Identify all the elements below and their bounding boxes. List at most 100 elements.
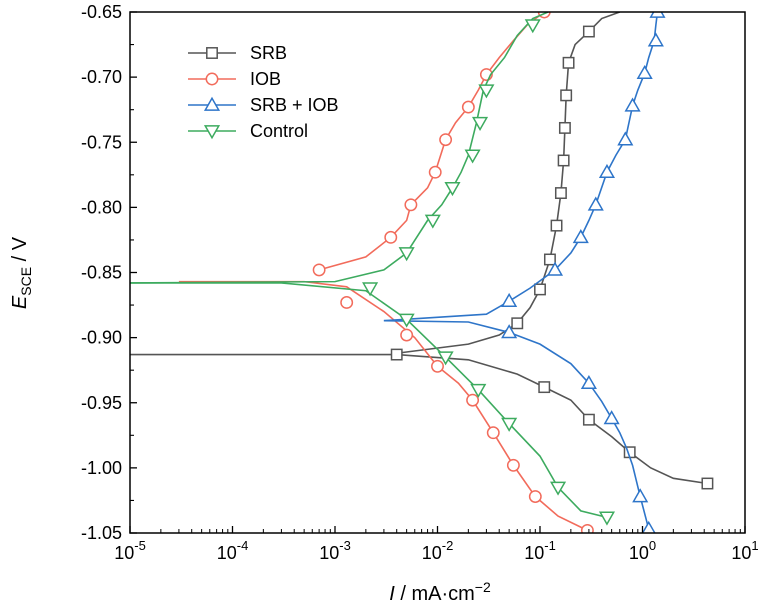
- plot-frame: [129, 11, 746, 534]
- square-marker: [557, 154, 570, 167]
- triangle-up-marker: [603, 410, 620, 425]
- y-axis-title: ESCE / V: [9, 236, 34, 309]
- series-line-anodic: [130, 12, 549, 284]
- circle-marker: [461, 100, 475, 114]
- y-tick-label: -0.65: [81, 2, 122, 22]
- triangle-down-marker: [471, 116, 489, 131]
- series-srb-iob: [383, 12, 666, 533]
- legend-label: IOB: [250, 69, 281, 89]
- square-marker: [538, 381, 551, 394]
- triangle-down-marker: [501, 417, 518, 432]
- triangle-up-marker: [501, 324, 518, 339]
- y-tick-label: -0.70: [81, 67, 122, 87]
- square-marker: [511, 317, 524, 330]
- series-line-anodic: [318, 12, 545, 271]
- x-tick-label: 101: [731, 538, 758, 563]
- y-tick-label: -0.80: [81, 197, 122, 217]
- legend-label: SRB + IOB: [250, 95, 339, 115]
- square-marker: [550, 219, 563, 232]
- triangle-down-marker: [362, 282, 379, 297]
- y-tick-label: -1.05: [81, 523, 122, 543]
- triangle-down-marker: [598, 511, 616, 526]
- triangle-down-marker: [424, 214, 441, 229]
- square-marker: [562, 56, 575, 69]
- axes: -0.65 -0.70 -0.75 -0.80 -0.85 -0.90 -0.95 -1.00…: [81, 2, 759, 563]
- triangle-down-marker: [524, 19, 541, 34]
- triangle-down-marker: [464, 149, 481, 164]
- triangle-down-marker: [549, 481, 567, 496]
- legend-item: SRB: [188, 43, 287, 63]
- legend: SRB IOB SRB + IOB Control: [188, 43, 339, 141]
- circle-marker: [431, 359, 444, 373]
- x-tick-label: 100: [629, 538, 656, 563]
- triangle-down-marker: [203, 125, 221, 140]
- circle-marker: [205, 72, 219, 86]
- square-marker: [558, 121, 571, 134]
- triangle-up-marker: [580, 374, 597, 390]
- triangle-down-marker: [470, 383, 487, 398]
- triangle-up-marker: [641, 520, 656, 533]
- square-marker: [206, 47, 218, 59]
- x-tick-label: 10-5: [114, 538, 146, 563]
- series-line-cathodic: [178, 280, 588, 532]
- square-marker: [554, 187, 567, 199]
- series-line-cathodic: [383, 319, 650, 530]
- circle-marker: [312, 263, 326, 277]
- square-marker: [543, 253, 556, 266]
- square-marker: [560, 89, 573, 102]
- circle-marker: [506, 458, 520, 472]
- triangle-up-marker: [501, 292, 518, 307]
- circle-marker: [466, 393, 480, 407]
- series-iob: [178, 12, 594, 533]
- triangle-up-marker: [572, 229, 589, 244]
- circle-marker: [528, 490, 542, 503]
- circle-marker: [537, 12, 551, 19]
- series-line-cathodic: [130, 282, 608, 519]
- circle-marker: [400, 328, 414, 342]
- y-tick-label: -0.75: [81, 132, 122, 152]
- triangle-down-marker: [437, 351, 454, 366]
- y-tick-label: -1.00: [81, 458, 122, 478]
- x-tick-label: 10-3: [319, 538, 351, 563]
- legend-item: IOB: [188, 69, 281, 89]
- triangle-up-marker: [203, 96, 221, 111]
- square-marker: [582, 25, 595, 38]
- triangle-up-marker: [624, 97, 641, 112]
- x-tick-label: 10-4: [217, 538, 249, 563]
- x-tick-label: 10-1: [524, 538, 556, 563]
- legend-label: Control: [250, 121, 308, 141]
- triangle-up-marker: [546, 261, 564, 276]
- triangle-down-marker: [478, 84, 495, 99]
- triangle-up-marker: [598, 163, 616, 179]
- triangle-up-marker: [632, 488, 649, 503]
- x-tick-label: 10-2: [422, 538, 454, 563]
- circle-marker: [404, 198, 418, 212]
- series-line-cathodic: [130, 353, 708, 485]
- y-tick-label: -0.95: [81, 393, 122, 413]
- circle-marker: [428, 165, 442, 179]
- series-line-anodic: [383, 12, 659, 322]
- circle-marker: [486, 426, 500, 440]
- triangle-up-marker: [617, 131, 634, 146]
- series-control: [130, 12, 616, 526]
- y-tick-label: -0.85: [81, 263, 122, 283]
- triangle-down-marker: [398, 247, 415, 262]
- legend-item: SRB + IOB: [188, 95, 339, 115]
- triangle-up-marker: [649, 12, 666, 18]
- square-marker: [534, 283, 546, 296]
- triangle-up-marker: [587, 196, 604, 211]
- series-group: [130, 12, 714, 533]
- triangle-down-marker: [444, 182, 461, 197]
- circle-marker: [384, 230, 398, 244]
- circle-marker: [580, 523, 594, 533]
- circle-marker: [439, 133, 453, 147]
- y-tick-label: -0.90: [81, 328, 122, 348]
- triangle-up-marker: [647, 32, 664, 47]
- circle-marker: [340, 296, 354, 309]
- square-marker: [582, 413, 595, 426]
- triangle-down-marker: [398, 313, 415, 328]
- square-marker: [390, 348, 403, 361]
- legend-label: SRB: [250, 43, 287, 63]
- series-srb: [130, 12, 714, 490]
